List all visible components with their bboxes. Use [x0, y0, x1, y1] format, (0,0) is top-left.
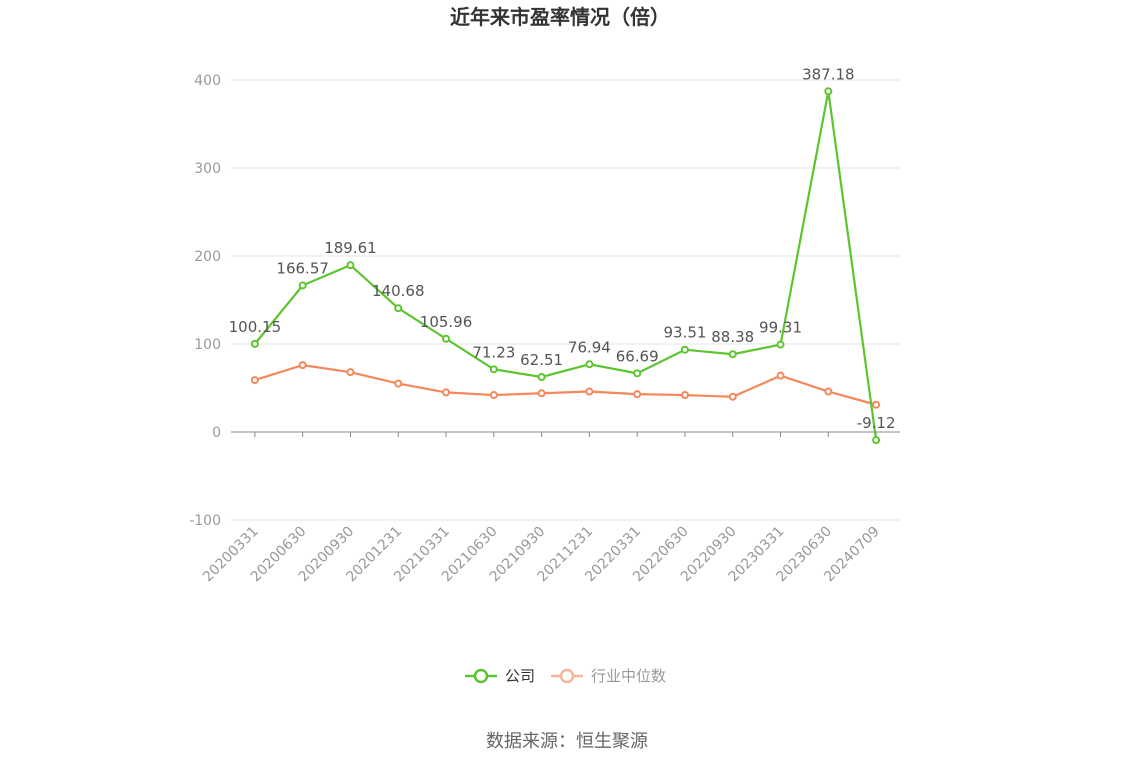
data-label: 62.51 — [520, 351, 563, 369]
data-point — [776, 371, 785, 380]
y-tick-label: -100 — [189, 513, 221, 529]
data-label: 93.51 — [663, 324, 706, 342]
data-point — [298, 281, 307, 290]
data-point — [346, 261, 355, 270]
data-point — [489, 391, 498, 400]
series-line-0 — [254, 91, 878, 441]
data-point — [442, 334, 451, 343]
data-point — [394, 304, 403, 313]
data-label: 71.23 — [472, 343, 515, 361]
y-tick-label: 400 — [194, 73, 221, 89]
data-label: 387.18 — [802, 65, 855, 83]
data-label: 140.68 — [372, 282, 425, 300]
data-point — [633, 369, 642, 378]
legend-label-0[interactable]: 公司 — [505, 667, 535, 685]
data-label: 88.38 — [711, 328, 754, 346]
y-tick-label: 0 — [212, 425, 221, 441]
y-tick-label: 300 — [194, 161, 221, 177]
data-point — [680, 391, 689, 400]
source-note: 数据来源：恒生聚源 — [486, 731, 648, 752]
data-point — [872, 436, 881, 445]
data-point — [537, 372, 546, 381]
data-point — [728, 350, 737, 359]
legend: 公司 行业中位数 — [465, 667, 666, 685]
data-point — [680, 345, 689, 354]
data-label: 99.31 — [759, 319, 802, 337]
data-labels: 100.15 166.57 189.61 140.68 105.96 71.23 62.51… — [229, 65, 896, 432]
series-line-1 — [254, 363, 877, 406]
data-label: 66.69 — [616, 347, 659, 365]
data-point — [585, 360, 594, 369]
data-label: 100.15 — [229, 318, 282, 336]
data-point — [346, 368, 355, 377]
legend-marker-0 — [473, 668, 489, 684]
legend-label-1[interactable]: 行业中位数 — [591, 667, 666, 685]
data-point — [537, 389, 546, 398]
y-axis: -100 0 100 200 300 400 — [189, 73, 221, 529]
data-point — [298, 361, 307, 370]
data-label: 76.94 — [568, 338, 611, 356]
data-point — [394, 379, 403, 388]
data-point — [824, 387, 833, 396]
data-point — [489, 365, 498, 374]
data-point — [585, 387, 594, 396]
data-label: 105.96 — [420, 313, 473, 331]
y-tick-label: 100 — [194, 337, 221, 353]
data-point — [442, 388, 451, 397]
data-point — [728, 392, 737, 401]
chart-title: 近年来市盈率情况（倍） — [450, 5, 670, 29]
data-label: 189.61 — [324, 239, 377, 257]
data-point — [633, 390, 642, 399]
data-point — [872, 400, 881, 409]
data-point — [776, 340, 785, 349]
data-point — [250, 376, 259, 385]
series-layer — [250, 87, 881, 445]
data-point — [824, 87, 833, 96]
y-tick-label: 200 — [194, 249, 221, 265]
legend-marker-1 — [559, 668, 575, 684]
grid-lines — [231, 79, 900, 521]
data-label: 166.57 — [276, 259, 329, 277]
data-label: -9.12 — [857, 414, 896, 432]
data-point — [250, 339, 259, 348]
x-axis: 2020033120200630202009302020123120210331… — [200, 431, 900, 585]
